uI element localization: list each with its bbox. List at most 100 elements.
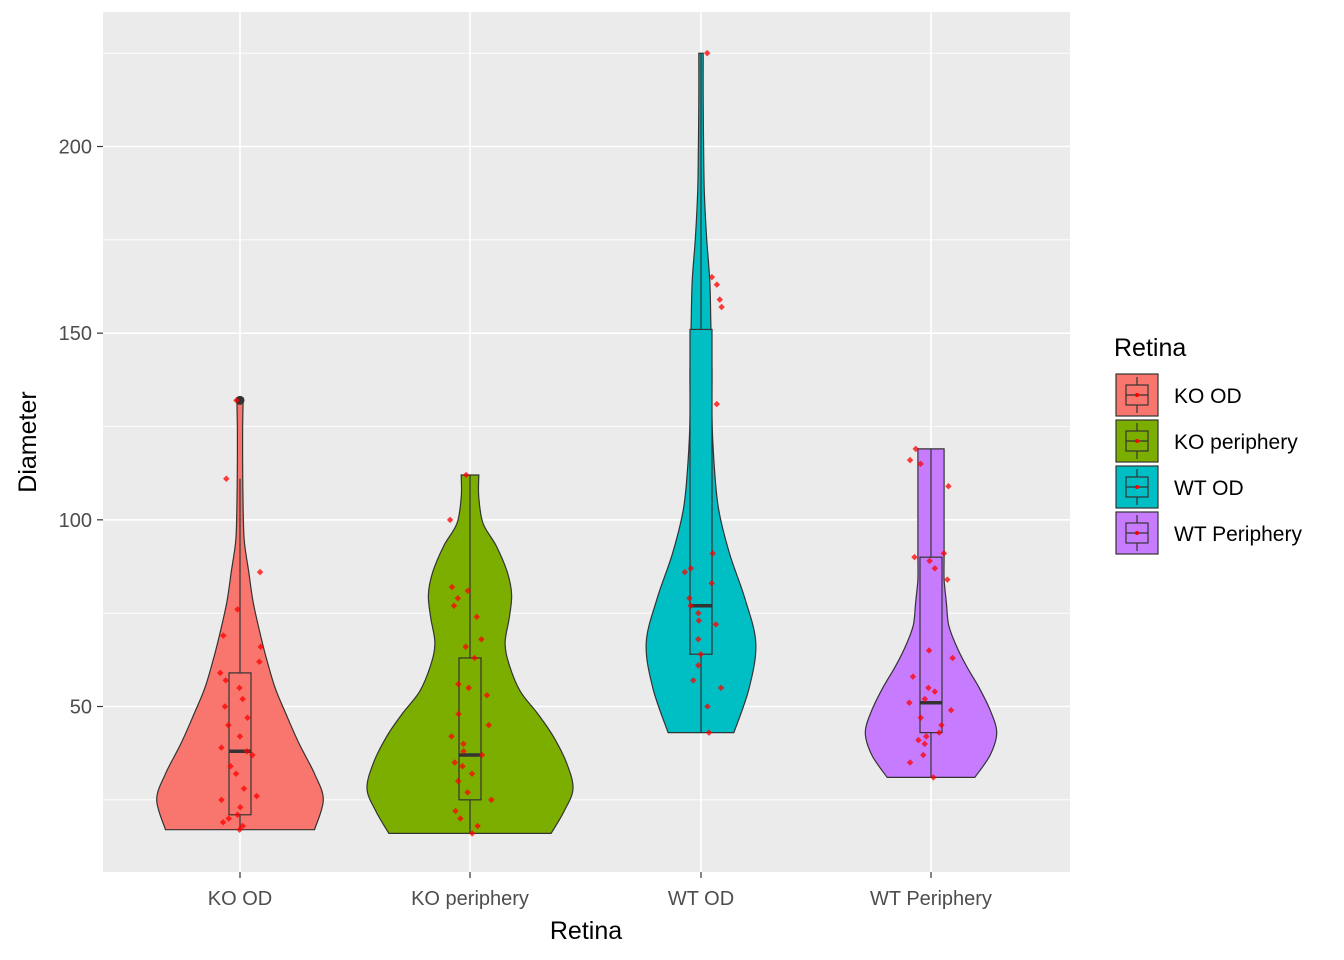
legend-label: WT Periphery [1174,523,1302,546]
data-point [455,710,462,718]
legend-point-glyph [1135,531,1139,535]
data-point [454,680,462,688]
data-point [460,747,467,755]
legend-key-wt-periphery [1115,511,1159,555]
data-point [940,550,948,557]
x-axis: KO OD KO periphery WT OD WT Periphery [208,872,992,910]
data-point [694,635,702,643]
data-point [712,620,720,628]
x-tick-label: KO periphery [411,888,529,910]
x-tick-label: WT Periphery [870,888,992,910]
data-point [451,759,459,766]
data-point [708,273,716,281]
legend: Retina KO OD KO periphery WT OD WT Peripher… [1114,334,1302,555]
data-point [906,759,914,766]
data-point [219,632,227,639]
data-point [704,703,711,710]
data-point [685,594,693,602]
data-point [922,732,930,740]
data-point [687,564,695,572]
y-tick-label: 50 [70,697,92,719]
data-point [446,516,454,524]
box-outlier [235,395,245,405]
data-point [681,568,689,576]
legend-label: KO periphery [1174,431,1298,454]
data-point [224,721,232,729]
data-point [689,676,697,684]
legend-label: WT OD [1174,477,1244,500]
data-point [452,807,459,815]
data-point [694,662,702,669]
y-tick-label: 200 [59,137,92,159]
data-point [448,732,455,740]
data-point [919,751,927,759]
data-point [473,613,481,621]
legend-point-glyph [1135,393,1139,397]
data-point [464,587,472,595]
data-point [236,732,244,740]
data-point [474,822,481,830]
data-point [713,400,721,408]
data-point [456,815,464,822]
legend-key-ko-od [1115,373,1159,417]
data-point [483,691,491,699]
data-point [945,482,952,490]
data-point [925,647,933,654]
data-point [468,830,476,837]
data-point [243,747,251,755]
x-tick-label: WT OD [668,888,734,910]
data-point [240,785,248,793]
y-tick-label: 100 [59,510,92,532]
data-point [703,49,711,57]
data-point [931,564,939,572]
data-point [236,826,244,834]
data-point [221,703,229,710]
data-point [695,617,703,625]
data-point [234,606,241,613]
data-point [239,695,247,703]
legend-label: KO OD [1174,385,1242,408]
data-point [227,762,234,770]
legend-key-ko-periphery [1115,419,1159,463]
data-point [248,751,256,759]
data-point [938,721,945,729]
legend-key-wt-od [1115,465,1159,509]
data-point [454,594,462,602]
data-point [929,774,937,781]
legend-title: Retina [1114,334,1186,362]
data-point [471,654,478,662]
data-point [924,684,932,692]
data-point [697,650,705,658]
data-point [454,777,462,785]
data-point [244,714,251,722]
data-point [705,729,713,737]
data-point [222,676,230,684]
data-point [911,553,918,561]
box-iqr [919,556,943,734]
data-point [935,729,943,737]
y-axis-title: Diameter [14,391,42,492]
data-point [217,744,225,751]
jitter-points-layer [216,49,957,837]
data-point [233,396,240,404]
data-point [708,579,716,587]
data-point [222,475,230,483]
data-point [218,796,225,804]
data-point [921,740,929,748]
data-point [947,706,955,714]
data-point [687,602,695,610]
y-axis: 50 100 150 200 [59,137,103,719]
data-point [926,557,934,565]
data-point [462,471,470,479]
data-point [917,714,925,722]
x-axis-title: Retina [550,917,622,945]
data-point [713,281,721,289]
data-point [225,815,233,822]
data-point [485,721,493,729]
data-point [931,688,939,695]
data-point [450,602,458,610]
data-point [915,736,922,744]
data-point [909,673,917,681]
data-point [906,456,914,464]
data-point [718,303,726,311]
